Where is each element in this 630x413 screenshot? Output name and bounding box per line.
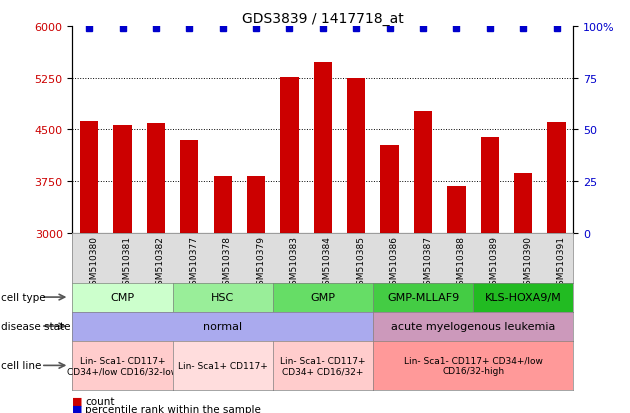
Text: cell line: cell line	[1, 361, 41, 370]
Text: Lin- Sca1- CD117+
CD34+/low CD16/32-low: Lin- Sca1- CD117+ CD34+/low CD16/32-low	[67, 356, 178, 375]
Bar	[147, 124, 165, 233]
Text: Lin- Sca1- CD117+
CD34+ CD16/32+: Lin- Sca1- CD117+ CD34+ CD16/32+	[280, 356, 365, 375]
Bar	[347, 79, 365, 233]
Text: cell type: cell type	[1, 292, 45, 302]
Text: acute myelogenous leukemia: acute myelogenous leukemia	[391, 321, 555, 331]
Text: GSM510387: GSM510387	[423, 236, 432, 291]
Bar	[481, 138, 499, 233]
Text: GSM510385: GSM510385	[357, 236, 365, 291]
Bar	[381, 146, 399, 233]
Bar	[414, 112, 432, 233]
Title: GDS3839 / 1417718_at: GDS3839 / 1417718_at	[242, 12, 404, 26]
Text: normal: normal	[203, 321, 243, 331]
Text: ■: ■	[72, 404, 83, 413]
Text: GSM510378: GSM510378	[223, 236, 232, 291]
Text: GSM510383: GSM510383	[290, 236, 299, 291]
Bar	[247, 176, 265, 233]
Text: percentile rank within the sample: percentile rank within the sample	[85, 404, 261, 413]
Bar	[180, 140, 198, 233]
Text: GSM510381: GSM510381	[123, 236, 132, 291]
Bar	[447, 187, 466, 233]
Text: Lin- Sca1+ CD117+: Lin- Sca1+ CD117+	[178, 361, 268, 370]
Bar	[214, 176, 232, 233]
Bar	[547, 123, 566, 233]
Text: disease state: disease state	[1, 321, 70, 331]
Bar	[314, 63, 332, 233]
Text: GSM510390: GSM510390	[524, 236, 532, 291]
Bar	[80, 122, 98, 233]
Bar	[280, 78, 299, 233]
Bar	[113, 125, 132, 233]
Text: Lin- Sca1- CD117+ CD34+/low
CD16/32-high: Lin- Sca1- CD117+ CD34+/low CD16/32-high	[404, 356, 542, 375]
Text: GSM510380: GSM510380	[89, 236, 98, 291]
Text: GSM510382: GSM510382	[156, 236, 165, 291]
Bar	[514, 173, 532, 233]
Text: HSC: HSC	[211, 292, 234, 302]
Text: GSM510386: GSM510386	[390, 236, 399, 291]
Text: GSM510379: GSM510379	[256, 236, 265, 291]
Text: count: count	[85, 396, 115, 406]
Text: KLS-HOXA9/M: KLS-HOXA9/M	[485, 292, 561, 302]
Text: GSM510391: GSM510391	[557, 236, 566, 291]
Text: ■: ■	[72, 396, 83, 406]
Text: GMP: GMP	[311, 292, 335, 302]
Text: GSM510377: GSM510377	[190, 236, 198, 291]
Text: GSM510388: GSM510388	[457, 236, 466, 291]
Text: GSM510389: GSM510389	[490, 236, 499, 291]
Text: GSM510384: GSM510384	[323, 236, 332, 291]
Text: GMP-MLLAF9: GMP-MLLAF9	[387, 292, 459, 302]
Text: CMP: CMP	[110, 292, 135, 302]
